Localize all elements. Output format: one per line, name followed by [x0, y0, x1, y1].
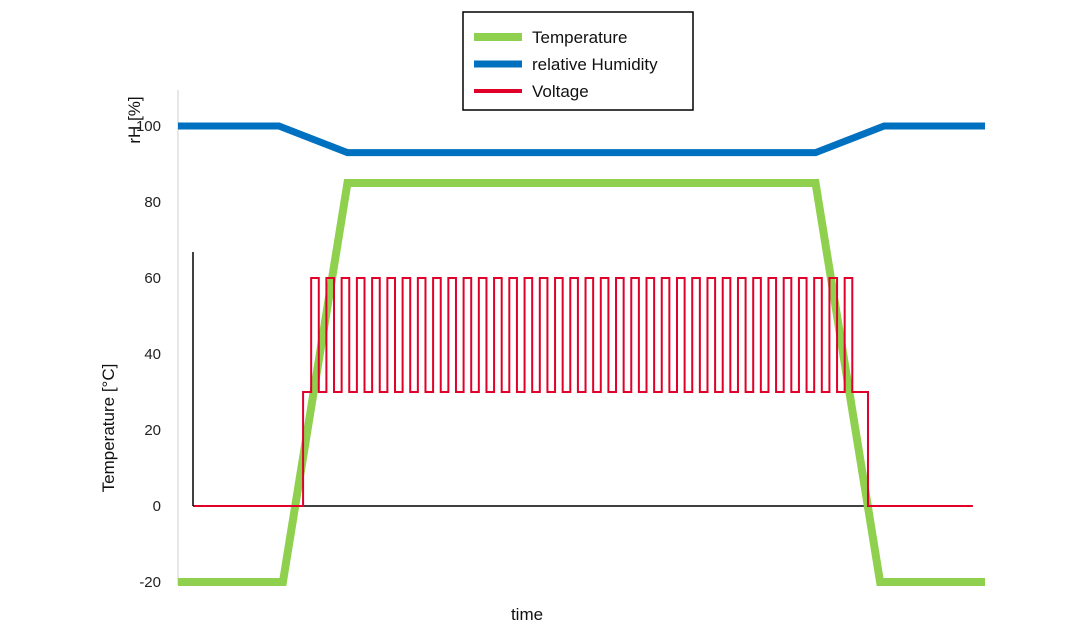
temperature-line — [178, 179, 985, 586]
y-tick-label: 20 — [144, 422, 161, 439]
legend-entry: Temperature — [532, 28, 627, 47]
axes — [177, 90, 866, 585]
voltage-line — [194, 277, 973, 507]
y-axis-label-temperature: Temperature [°C] — [99, 364, 118, 493]
y-tick-label: 40 — [144, 346, 161, 363]
y-ticks: -20 0 20 40 60 80 100 — [136, 118, 161, 591]
humidity-line — [178, 122, 985, 157]
legend-entry: relative Humidity — [532, 55, 658, 74]
y-axis-label-rh: rH [%] — [125, 96, 144, 143]
y-tick-label: 60 — [144, 270, 161, 287]
y-tick-label: -20 — [139, 574, 161, 591]
legend-entry: Voltage — [532, 82, 589, 101]
y-tick-label: 100 — [136, 118, 161, 135]
x-axis-label: time — [511, 605, 543, 624]
y-tick-label: 80 — [144, 194, 161, 211]
legend: Temperature relative Humidity Voltage — [462, 11, 694, 111]
y-tick-label: 0 — [153, 498, 161, 515]
series-layer — [178, 122, 985, 586]
